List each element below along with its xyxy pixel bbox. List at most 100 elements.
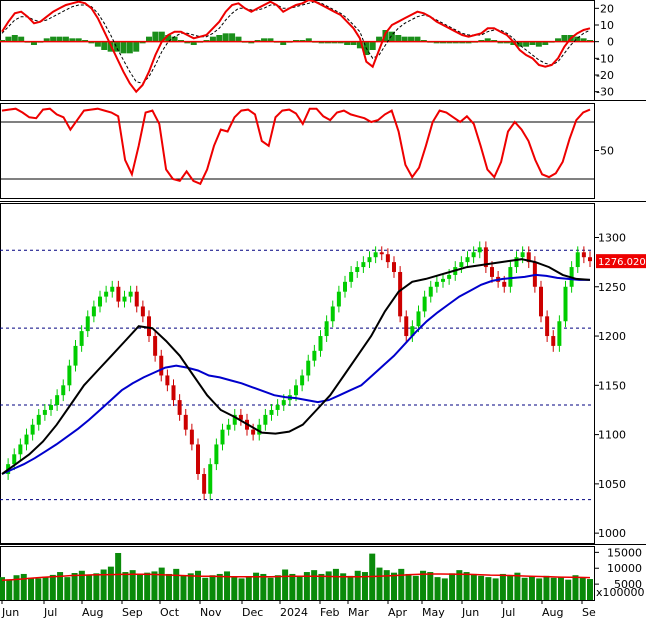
price-candle-body <box>520 252 525 258</box>
price-candle-body <box>55 395 60 406</box>
price-candle-body <box>434 281 439 287</box>
x-tick-label: Dec <box>242 606 263 619</box>
volume-bar <box>347 575 354 600</box>
macd-histogram-bar <box>484 38 491 42</box>
macd-histogram-bar <box>337 41 344 44</box>
price-candle-body <box>508 267 513 287</box>
macd-histogram-bar <box>82 40 89 42</box>
y-tick-label: 1100 <box>598 429 626 442</box>
stochastic-panel <box>0 107 594 186</box>
price-candle-body <box>441 278 445 282</box>
y-tick-label: -20 <box>596 69 614 82</box>
x-tick-label: Aug <box>82 606 103 619</box>
macd-histogram-bar <box>139 41 146 44</box>
macd-histogram-bar <box>503 41 510 44</box>
x-tick-label: Mar <box>348 606 369 619</box>
price-candle-body <box>410 326 415 337</box>
volume-bar <box>86 575 93 600</box>
price-candle-body <box>471 252 476 258</box>
price-candle-body <box>30 424 35 435</box>
price-candle-body <box>61 385 66 396</box>
macd-line <box>1 0 591 94</box>
macd-histogram-bar <box>299 40 306 42</box>
y-tick-label: 15000 <box>607 546 642 559</box>
volume-bar <box>289 573 296 600</box>
macd-histogram-bar <box>516 41 523 47</box>
y-tick-label: -30 <box>596 86 614 99</box>
volume-bar <box>115 552 122 600</box>
panel-frame-stoch <box>0 103 595 199</box>
price-candle-body <box>306 360 311 376</box>
macd-histogram-bar <box>587 40 593 42</box>
price-candle-body <box>330 306 335 322</box>
price-candle-body <box>91 306 96 317</box>
price-candle-body <box>110 286 115 292</box>
volume-bar <box>231 576 238 600</box>
volume-bar <box>28 577 35 600</box>
price-candle-body <box>343 281 347 292</box>
volume-bar <box>129 570 136 600</box>
volume-bar <box>296 576 303 600</box>
price-candle-body <box>349 271 354 282</box>
price-candle-body <box>361 262 366 268</box>
macd-histogram-bar <box>158 31 165 42</box>
price-candle-body <box>275 405 280 410</box>
volume-bar <box>78 570 85 600</box>
macd-histogram-bar <box>280 41 287 45</box>
volume-bar <box>441 578 448 600</box>
macd-histogram-bar <box>331 41 338 44</box>
macd-histogram-bar <box>574 36 581 42</box>
price-candle-body <box>281 400 286 406</box>
macd-histogram-bar <box>133 41 140 52</box>
volume-bar <box>42 576 49 600</box>
volume-bar <box>579 577 586 600</box>
price-candle-body <box>392 262 396 272</box>
macd-histogram-bar <box>235 36 242 42</box>
volume-bar <box>470 573 477 600</box>
price-candle-body <box>226 424 231 430</box>
x-tick-label: Se <box>582 606 596 619</box>
price-candle-body <box>12 454 17 465</box>
macd-histogram-bar <box>542 41 549 45</box>
price-candle-body <box>165 375 170 386</box>
macd-histogram-bar <box>459 41 466 44</box>
price-candle-body <box>232 414 237 425</box>
volume-bar <box>151 571 158 600</box>
volume-bar <box>93 573 100 600</box>
price-candle-body <box>428 286 433 297</box>
stochastic-d-line <box>1 108 591 185</box>
last-price-badge <box>596 254 646 269</box>
volume-bar <box>499 573 506 600</box>
price-candle-body <box>465 257 470 263</box>
volume-bar <box>35 578 42 600</box>
volume-panel <box>0 552 593 600</box>
price-candle-body <box>196 444 200 475</box>
x-tick-label: Feb <box>320 606 339 619</box>
price-candle-body <box>251 429 256 435</box>
price-candle-body <box>447 274 452 279</box>
macd-histogram-bar <box>184 41 191 44</box>
price-candle-body <box>539 286 543 317</box>
price-candle-body <box>67 365 72 386</box>
volume-bar <box>122 572 129 600</box>
y-tick-label: 1250 <box>598 281 626 294</box>
macd-histogram-bar <box>216 35 223 42</box>
price-candle-body <box>49 405 53 410</box>
macd-histogram-bar <box>0 40 5 42</box>
price-candle-body <box>238 414 243 420</box>
macd-histogram-bar <box>465 41 472 44</box>
macd-histogram-bar <box>535 41 542 47</box>
volume-bar <box>572 575 579 600</box>
macd-histogram-bar <box>254 40 261 42</box>
price-candle-body <box>385 254 390 263</box>
price-candle-body <box>18 444 23 455</box>
price-candle-body <box>171 385 176 401</box>
macd-histogram-bar <box>126 41 133 54</box>
macd-histogram-bar <box>203 40 210 42</box>
macd-histogram-bar <box>248 41 255 44</box>
panel-frame-price <box>0 203 595 544</box>
volume-bar <box>49 574 56 600</box>
macd-histogram-bar <box>171 36 178 42</box>
macd-histogram-bar <box>30 41 37 45</box>
volume-bar <box>0 577 5 600</box>
